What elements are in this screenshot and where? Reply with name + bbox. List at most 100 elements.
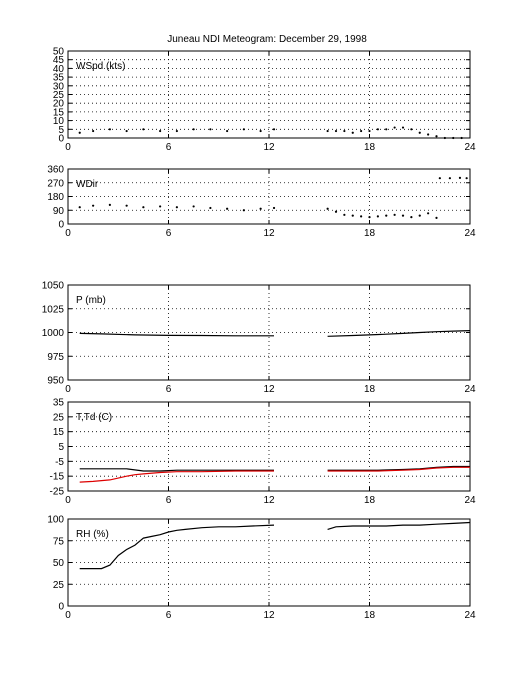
x-tick-label: 24 <box>464 142 476 153</box>
y-tick-label: -5 <box>55 457 64 468</box>
data-point <box>376 128 379 131</box>
data-point <box>427 212 430 215</box>
y-tick-label: 40 <box>53 64 65 75</box>
data-point <box>272 128 276 131</box>
panel-4: 0 6 12 18 24 0 25 50 75 100 RH (%) <box>47 515 476 622</box>
x-tick-label: 18 <box>364 495 376 506</box>
x-tick-label: 18 <box>364 384 376 395</box>
data-point <box>209 206 212 210</box>
y-tick-label: 25 <box>53 90 65 101</box>
y-tick-label: 90 <box>53 206 65 217</box>
panel-2: 0 6 12 18 24 950 975 1000 1025 1050 P (mb) <box>42 281 476 396</box>
figure-title: Juneau NDI Meteogram: December 29, 1998 <box>167 34 367 45</box>
data-point <box>192 128 195 131</box>
data-point <box>438 177 441 180</box>
y-tick-label: 25 <box>53 580 65 591</box>
y-tick-label: 0 <box>58 220 64 231</box>
y-tick-label: 5 <box>58 442 64 453</box>
series-line <box>79 468 274 472</box>
x-tick-label: 12 <box>263 228 275 239</box>
x-tick-label: 18 <box>364 228 376 239</box>
x-tick-label: 24 <box>464 610 476 621</box>
data-point <box>385 128 388 131</box>
series-line <box>327 330 471 337</box>
data-point <box>351 214 354 217</box>
data-point <box>125 204 128 207</box>
y-tick-label: 35 <box>53 398 65 409</box>
y-tick-label: 5 <box>58 125 64 136</box>
y-tick-label: 975 <box>47 352 64 363</box>
data-point <box>175 129 178 133</box>
y-tick-label: 0 <box>58 134 64 145</box>
x-tick-label: 6 <box>166 228 172 239</box>
y-tick-label: 15 <box>53 107 65 118</box>
x-tick-label: 6 <box>166 384 172 395</box>
data-point <box>443 136 446 140</box>
data-point <box>159 129 162 133</box>
x-tick-label: 18 <box>364 142 376 153</box>
x-tick-label: 0 <box>65 384 71 395</box>
x-tick-label: 24 <box>464 228 476 239</box>
data-point <box>192 205 195 208</box>
series-line <box>79 470 274 483</box>
y-tick-label: 45 <box>53 55 65 66</box>
data-point <box>259 129 262 133</box>
series-line <box>327 465 470 471</box>
data-point <box>259 207 262 210</box>
x-tick-label: 6 <box>166 495 172 506</box>
series-line <box>79 332 274 337</box>
y-tick-label: 1025 <box>42 304 65 315</box>
x-tick-label: 18 <box>364 610 376 621</box>
data-point <box>159 205 162 208</box>
data-point <box>351 131 354 134</box>
y-tick-label: 360 <box>47 165 64 176</box>
data-point <box>418 131 421 134</box>
series-line <box>327 466 470 472</box>
data-point <box>125 129 128 133</box>
y-tick-label: 20 <box>53 99 65 110</box>
panel-label: RH (%) <box>76 529 109 540</box>
data-point <box>465 177 468 180</box>
data-point <box>452 136 455 140</box>
panel-label: T,Td (C) <box>76 412 112 423</box>
y-tick-label: 100 <box>47 515 64 526</box>
data-point <box>78 131 81 134</box>
x-tick-label: 12 <box>263 495 275 506</box>
data-point <box>435 216 438 219</box>
data-point <box>142 206 145 209</box>
x-tick-label: 0 <box>65 610 71 621</box>
data-point <box>401 126 405 129</box>
data-point <box>272 206 276 210</box>
x-tick-label: 0 <box>65 142 71 153</box>
y-tick-label: 270 <box>47 178 64 189</box>
data-point <box>226 129 229 133</box>
data-point <box>448 177 451 180</box>
data-point <box>175 206 178 209</box>
y-tick-label: 50 <box>53 558 65 569</box>
data-point <box>393 126 396 129</box>
x-tick-label: 0 <box>65 228 71 239</box>
series-line <box>327 521 471 530</box>
data-point <box>418 214 421 217</box>
x-tick-label: 24 <box>464 495 476 506</box>
data-point <box>410 216 413 219</box>
data-point <box>435 135 438 138</box>
panel-label: P (mb) <box>76 295 106 306</box>
data-point <box>401 214 405 217</box>
data-point <box>226 207 229 210</box>
x-tick-label: 12 <box>263 610 275 621</box>
x-tick-label: 0 <box>65 495 71 506</box>
data-point <box>460 136 463 140</box>
data-point <box>326 129 329 133</box>
x-tick-label: 24 <box>464 384 476 395</box>
data-point <box>360 129 363 133</box>
data-point <box>393 213 396 216</box>
y-tick-label: 1000 <box>42 328 65 339</box>
data-point <box>368 216 371 219</box>
data-point <box>427 133 430 136</box>
y-tick-label: 50 <box>53 47 65 58</box>
data-point <box>385 214 388 217</box>
data-point <box>108 128 111 131</box>
